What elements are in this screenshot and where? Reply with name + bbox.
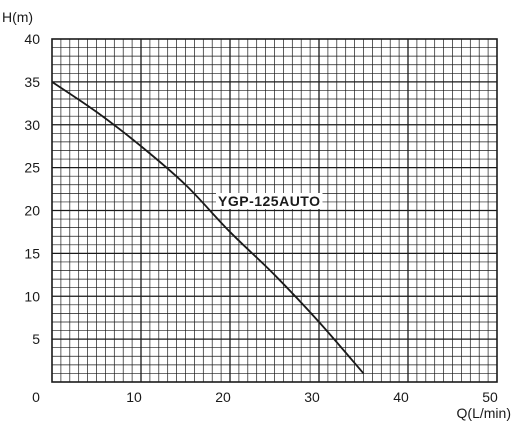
y-tick-label: 35	[24, 74, 40, 90]
y-tick-label: 40	[24, 31, 40, 47]
y-tick-label: 20	[24, 203, 40, 219]
y-tick-label: 15	[24, 245, 40, 261]
x-tick-label: 10	[126, 389, 142, 405]
x-axis-label: Q(L/min)	[457, 405, 511, 421]
series-label-background	[216, 193, 323, 209]
x-tick-label: 50	[482, 389, 498, 405]
y-tick-labels: 5 10 15 20 25 30 35 40	[24, 31, 40, 347]
plot-frame	[51, 38, 498, 383]
x-tick-label: 30	[304, 389, 320, 405]
series-label: YGP-125AUTO	[218, 193, 321, 209]
y-axis-label: H(m)	[2, 9, 33, 25]
x-tick-label: 40	[393, 389, 409, 405]
y-tick-label: 30	[24, 117, 40, 133]
x-tick-labels: 0 10 20 30 40 50	[32, 389, 498, 405]
grid	[52, 39, 497, 382]
y-tick-label: 10	[24, 288, 40, 304]
y-tick-label: 5	[32, 331, 40, 347]
y-tick-label: 25	[24, 160, 40, 176]
x-tick-label: 20	[215, 389, 231, 405]
series-line-ygp-125auto	[51, 81, 365, 375]
x-tick-label: 0	[32, 389, 40, 405]
